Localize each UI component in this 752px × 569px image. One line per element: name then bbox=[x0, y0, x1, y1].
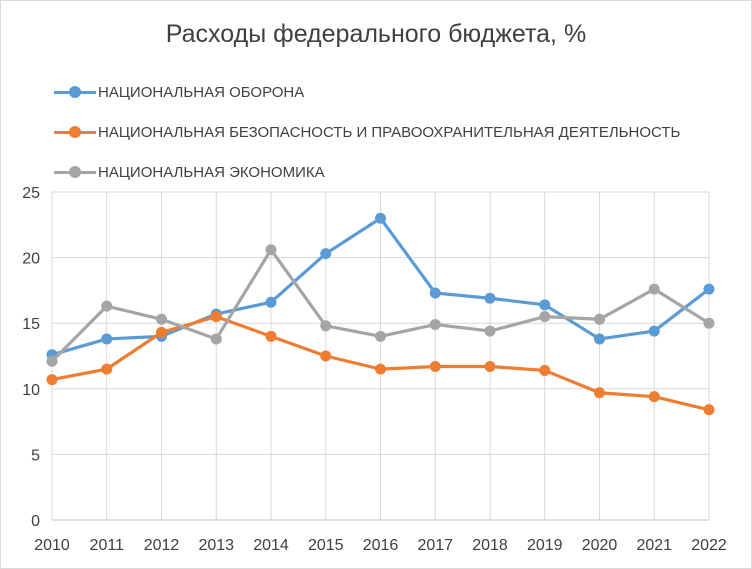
x-tick-label: 2022 bbox=[691, 537, 727, 554]
data-point-series-1 bbox=[101, 363, 113, 375]
y-tick-label: 20 bbox=[22, 251, 40, 268]
legend-label: НАЦИОНАЛЬНАЯ ОБОРОНА bbox=[98, 83, 305, 101]
x-tick-label: 2018 bbox=[472, 537, 508, 554]
legend-marker bbox=[69, 126, 81, 138]
data-point-series-2 bbox=[484, 325, 496, 337]
y-tick-label: 25 bbox=[22, 185, 40, 202]
y-tick-label: 5 bbox=[31, 447, 40, 464]
data-point-series-1 bbox=[210, 311, 222, 323]
data-point-series-1 bbox=[320, 350, 332, 362]
data-point-series-1 bbox=[484, 360, 496, 372]
data-point-series-0 bbox=[375, 212, 386, 224]
y-tick-label: 15 bbox=[22, 316, 40, 333]
data-point-series-2 bbox=[594, 313, 605, 325]
data-point-series-2 bbox=[703, 317, 715, 329]
data-point-series-0 bbox=[703, 283, 715, 295]
data-point-series-2 bbox=[156, 313, 167, 325]
x-tick-label: 2013 bbox=[198, 537, 234, 554]
data-point-series-2 bbox=[539, 311, 551, 323]
data-point-series-2 bbox=[648, 283, 660, 295]
x-tick-label: 2016 bbox=[363, 537, 399, 554]
legend-marker bbox=[69, 166, 81, 178]
data-point-series-0 bbox=[265, 296, 277, 308]
data-point-series-2 bbox=[46, 355, 58, 367]
legend: НАЦИОНАЛЬНАЯ ОБОРОНА НАЦИОНАЛЬНАЯ БЕЗОПА… bbox=[54, 72, 680, 192]
x-tick-label: 2010 bbox=[34, 537, 70, 554]
data-point-series-1 bbox=[265, 330, 277, 342]
legend-marker bbox=[69, 86, 81, 98]
x-tick-label: 2017 bbox=[417, 537, 453, 554]
data-point-series-0 bbox=[594, 333, 605, 345]
legend-label: НАЦИОНАЛЬНАЯ БЕЗОПАСНОСТЬ И ПРАВООХРАНИТ… bbox=[98, 123, 681, 141]
legend-item-defense: НАЦИОНАЛЬНАЯ ОБОРОНА bbox=[54, 72, 680, 112]
data-point-series-0 bbox=[101, 333, 113, 345]
data-point-series-0 bbox=[320, 248, 332, 260]
legend-swatch-defense bbox=[54, 82, 96, 102]
x-tick-label: 2020 bbox=[582, 537, 618, 554]
data-point-series-0 bbox=[484, 292, 496, 304]
data-point-series-2 bbox=[320, 320, 332, 332]
data-point-series-1 bbox=[594, 387, 605, 399]
data-point-series-1 bbox=[156, 326, 167, 338]
x-tick-label: 2014 bbox=[253, 537, 289, 554]
data-point-series-1 bbox=[429, 360, 441, 372]
data-point-series-0 bbox=[429, 287, 441, 299]
data-point-series-0 bbox=[648, 325, 660, 337]
x-tick-label: 2012 bbox=[144, 537, 180, 554]
data-point-series-2 bbox=[265, 244, 277, 256]
x-tick-label: 2015 bbox=[308, 537, 344, 554]
legend-item-security: НАЦИОНАЛЬНАЯ БЕЗОПАСНОСТЬ И ПРАВООХРАНИТ… bbox=[54, 112, 680, 152]
legend-swatch-security bbox=[54, 122, 96, 142]
legend-label: НАЦИОНАЛЬНАЯ ЭКОНОМИКА bbox=[98, 163, 325, 181]
data-point-series-2 bbox=[210, 333, 222, 345]
data-point-series-1 bbox=[648, 391, 660, 403]
data-point-series-1 bbox=[375, 363, 386, 375]
x-tick-label: 2021 bbox=[636, 537, 672, 554]
data-point-series-2 bbox=[429, 319, 441, 331]
data-point-series-1 bbox=[703, 404, 715, 416]
x-tick-label: 2011 bbox=[90, 537, 125, 554]
chart-title: Расходы федерального бюджета, % bbox=[165, 20, 587, 48]
data-point-series-1 bbox=[46, 374, 58, 386]
y-tick-label: 0 bbox=[31, 513, 40, 530]
data-point-series-2 bbox=[375, 330, 386, 342]
data-point-series-0 bbox=[539, 299, 551, 311]
legend-item-economy: НАЦИОНАЛЬНАЯ ЭКОНОМИКА bbox=[54, 152, 680, 192]
legend-swatch-economy bbox=[54, 162, 96, 182]
y-tick-label: 10 bbox=[22, 382, 40, 399]
data-point-series-2 bbox=[101, 300, 113, 312]
data-point-series-1 bbox=[539, 364, 551, 376]
x-tick-label: 2019 bbox=[527, 537, 563, 554]
